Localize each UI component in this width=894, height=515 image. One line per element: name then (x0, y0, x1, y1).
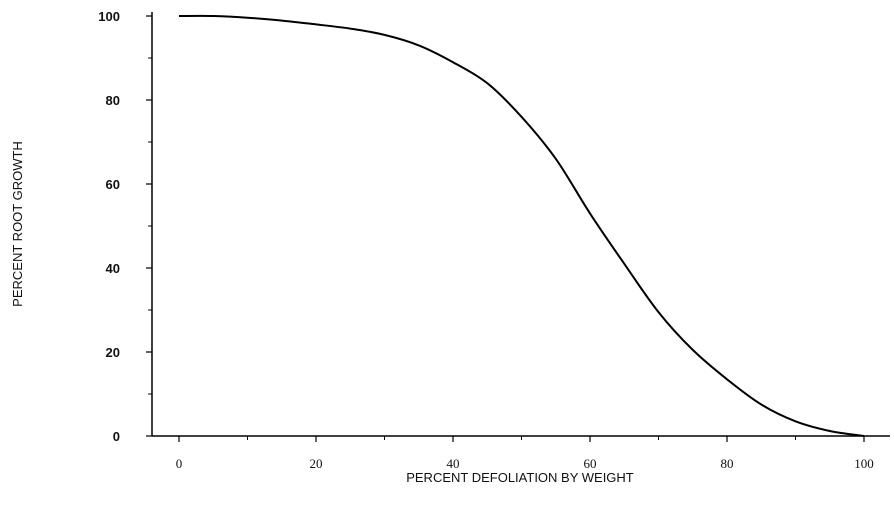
x-axis-label: PERCENT DEFOLIATION BY WEIGHT (406, 470, 634, 485)
y-ticks: 0 20 40 60 80 100 (98, 9, 152, 444)
x-tick-label: 20 (310, 456, 323, 471)
series-line (178, 14, 865, 437)
y-tick-label: 100 (98, 9, 120, 24)
y-axis: 0 20 40 60 80 100 (98, 9, 153, 444)
x-tick-label: 0 (176, 456, 183, 471)
y-tick-label: 60 (106, 177, 120, 192)
x-tick-label: 60 (584, 456, 597, 471)
x-tick-label: 100 (854, 456, 874, 471)
y-tick-label: 80 (106, 93, 120, 108)
y-tick-label: 40 (106, 261, 120, 276)
x-tick-label: 40 (447, 456, 460, 471)
y-tick-label: 0 (113, 429, 120, 444)
x-axis: 0 20 40 60 80 100 (152, 435, 890, 471)
y-axis-label: PERCENT ROOT GROWTH (10, 141, 25, 307)
x-tick-label: 80 (721, 456, 734, 471)
y-tick-label: 20 (106, 345, 120, 360)
x-ticks: 0 20 40 60 80 100 (176, 436, 874, 471)
series-layer (178, 14, 865, 437)
